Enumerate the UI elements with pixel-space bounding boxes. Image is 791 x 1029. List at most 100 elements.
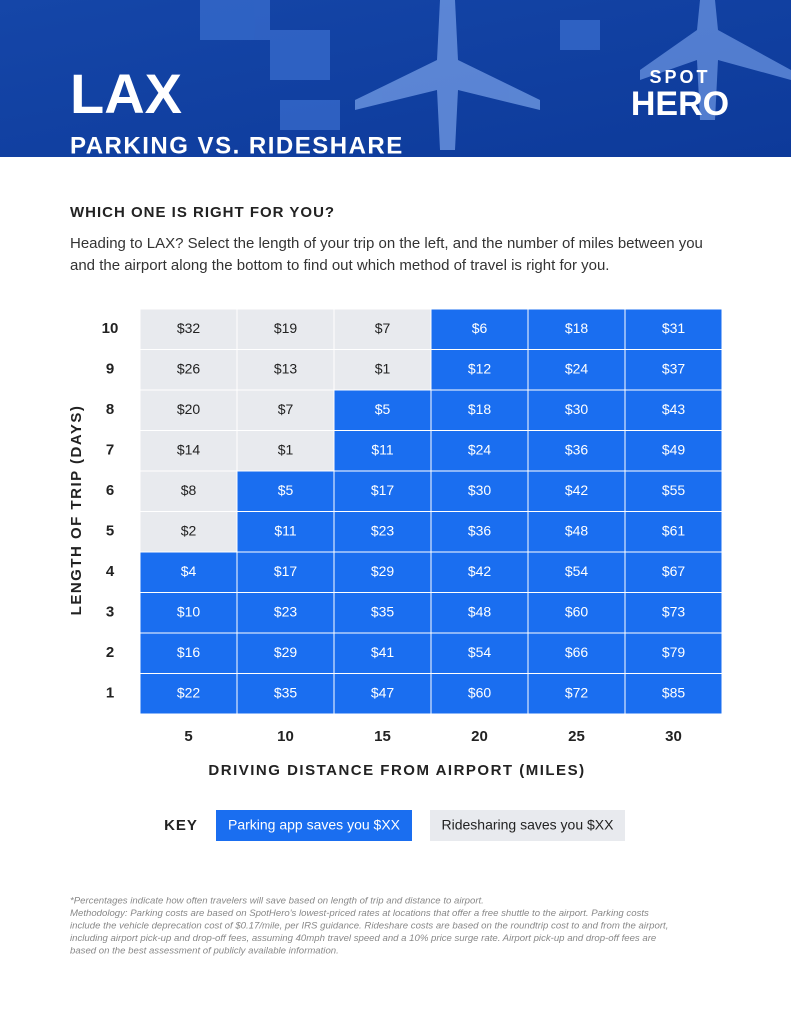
cell: [139, 592, 238, 634]
footnote: including airport pick-up and drop-off f…: [70, 933, 656, 944]
cell-value: $85: [662, 684, 686, 700]
cell-value: $22: [177, 684, 201, 700]
cell: [236, 673, 335, 715]
cell-value: $42: [565, 482, 589, 498]
cell-value: $72: [565, 684, 589, 700]
cell-value: $41: [371, 644, 395, 660]
key-swatch: [216, 810, 412, 841]
banner-art: [200, 0, 791, 150]
cell: [624, 470, 723, 512]
cell-value: $20: [177, 401, 201, 417]
intro-text: and the airport along the bottom to find…: [70, 257, 609, 274]
cell-value: $7: [278, 401, 294, 417]
cell-value: $42: [468, 563, 492, 579]
cell: [333, 592, 432, 634]
cell: [430, 308, 529, 350]
column-label: 5: [184, 728, 192, 745]
cell: [624, 673, 723, 715]
cell-value: $32: [177, 320, 201, 336]
cell-value: $35: [371, 603, 395, 619]
cell-value: $30: [565, 401, 589, 417]
cell-value: $1: [278, 441, 294, 457]
cell: [527, 349, 626, 391]
cell-value: $36: [565, 441, 589, 457]
cell: [527, 673, 626, 715]
cell-value: $5: [278, 482, 294, 498]
cell-value: $48: [565, 522, 589, 538]
row-label: 9: [106, 361, 114, 378]
cell-value: $11: [371, 441, 394, 457]
cell-value: $26: [177, 360, 201, 376]
cell-value: $4: [181, 563, 197, 579]
cell: [430, 470, 529, 512]
column-label: 30: [665, 728, 682, 745]
cell-value: $67: [662, 563, 686, 579]
cell-value: $54: [565, 563, 589, 579]
cell-value: $79: [662, 644, 686, 660]
cell: [139, 308, 238, 350]
cell: [430, 511, 529, 553]
cell: [624, 511, 723, 553]
cell: [333, 673, 432, 715]
cell: [430, 673, 529, 715]
cell-value: $23: [274, 603, 298, 619]
cell: [139, 389, 238, 431]
cell: [527, 511, 626, 553]
cell: [624, 349, 723, 391]
intro-text: Heading to LAX? Select the length of you…: [70, 235, 703, 252]
cell: [333, 389, 432, 431]
key-label: Parking app saves you $XX: [228, 817, 401, 833]
cell-value: $18: [468, 401, 492, 417]
footnote: Methodology: Parking costs are based on …: [70, 908, 649, 919]
cell-value: $12: [468, 360, 492, 376]
cell: [139, 551, 238, 593]
cell: [624, 632, 723, 674]
cell: [430, 349, 529, 391]
row-label: 5: [106, 523, 114, 540]
cell-value: $2: [181, 522, 197, 538]
cell-value: $61: [662, 522, 686, 538]
cell: [236, 632, 335, 674]
cell-value: $47: [371, 684, 395, 700]
cell: [430, 551, 529, 593]
cell-value: $17: [371, 482, 395, 498]
cell-value: $13: [274, 360, 298, 376]
cell-value: $1: [375, 360, 391, 376]
title: LAX: [70, 62, 182, 125]
cell: [527, 551, 626, 593]
cell: [333, 551, 432, 593]
banner: [0, 0, 791, 157]
cell-value: $8: [181, 482, 197, 498]
cell-value: $60: [468, 684, 492, 700]
cell-value: $60: [565, 603, 589, 619]
cell-value: $73: [662, 603, 686, 619]
cell-value: $7: [375, 320, 391, 336]
cell-value: $29: [274, 644, 298, 660]
cell-value: $11: [274, 522, 297, 538]
row-label: 6: [106, 482, 114, 499]
cell-value: $31: [662, 320, 686, 336]
key-title: KEY: [164, 817, 198, 834]
row-label: 10: [102, 320, 119, 337]
cell-value: $6: [472, 320, 488, 336]
column-label: 15: [374, 728, 391, 745]
cell: [139, 430, 238, 472]
footnote: based on the best assessment of publicly…: [70, 946, 339, 957]
cell-value: $18: [565, 320, 589, 336]
cell-value: $17: [274, 563, 298, 579]
logo: HERO: [631, 85, 729, 123]
footnote: *Percentages indicate how often traveler…: [70, 896, 484, 907]
row-label: 7: [106, 442, 114, 459]
column-label: 25: [568, 728, 585, 745]
column-label: 20: [471, 728, 488, 745]
column-label: 10: [277, 728, 294, 745]
row-label: 2: [106, 644, 114, 661]
cell: [624, 308, 723, 350]
cell: [333, 349, 432, 391]
row-label: 8: [106, 401, 114, 418]
footnote: include the vehicle deprecation cost of …: [70, 921, 668, 932]
cell-value: $55: [662, 482, 686, 498]
cell: [236, 308, 335, 350]
cell: [333, 430, 432, 472]
